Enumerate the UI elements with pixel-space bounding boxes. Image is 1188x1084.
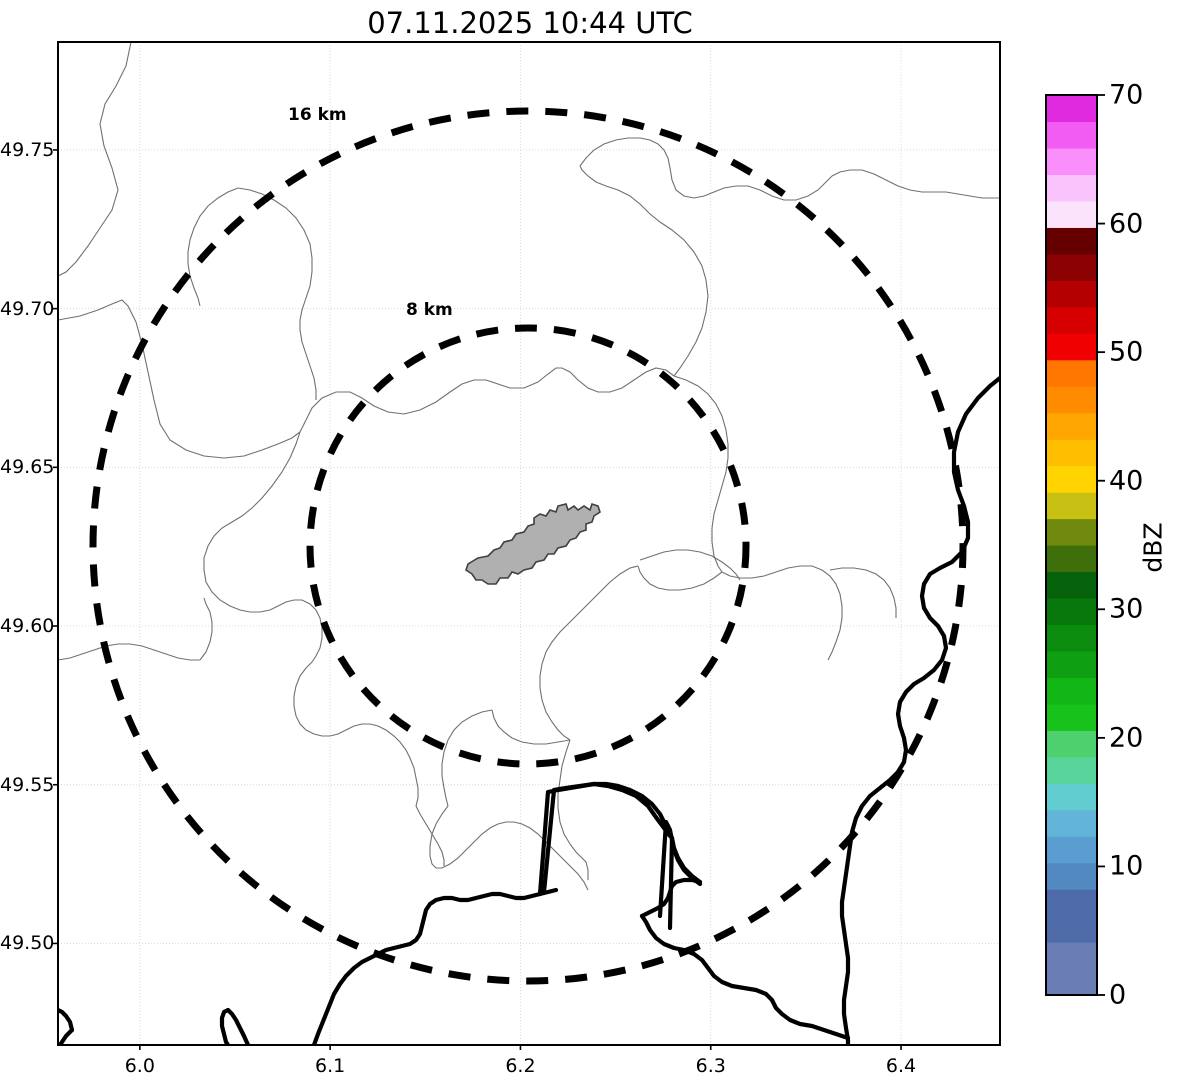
- y-tick-label: 49.70: [0, 297, 55, 320]
- range-ring-8km: [306, 324, 750, 768]
- city-polygon: [465, 502, 601, 585]
- colorbar-band: [1046, 280, 1097, 308]
- range-rings: [89, 107, 967, 985]
- country-borders: [58, 375, 1000, 1045]
- colorbar-band: [1046, 518, 1097, 546]
- y-tick-label: 49.65: [0, 456, 55, 479]
- colorbar-band: [1046, 227, 1097, 255]
- colorbar-band: [1046, 650, 1097, 678]
- colorbar-tick-label: 0: [1109, 979, 1127, 1011]
- x-tick-label: 6.0: [124, 1055, 155, 1077]
- page-title: 07.11.2025 10:44 UTC: [367, 6, 693, 40]
- colorbar-outline: [1045, 94, 1098, 996]
- colorbar-band: [1046, 174, 1097, 202]
- range-ring-label-16km: 16 km: [288, 105, 347, 125]
- colorbar-band: [1046, 545, 1097, 573]
- plot-border: [57, 41, 1001, 1046]
- colorbar-band: [1046, 783, 1097, 811]
- x-tick-label: 6.4: [885, 1055, 917, 1077]
- y-tick-label: 49.75: [0, 138, 55, 161]
- colorbar-band: [1046, 677, 1097, 705]
- colorbar-band: [1046, 95, 1097, 123]
- colorbar-tick-label: 70: [1109, 79, 1144, 111]
- colorbar-band: [1046, 915, 1097, 943]
- range-ring-16km: [89, 107, 967, 985]
- colorbar-tick-label: 50: [1109, 336, 1144, 368]
- colorbar-tick-label: 10: [1109, 850, 1144, 882]
- colorbar-band: [1046, 253, 1097, 281]
- colorbar-band: [1046, 862, 1097, 890]
- colorbar-band: [1046, 200, 1097, 228]
- colorbar-band: [1046, 333, 1097, 361]
- colorbar-band: [1046, 121, 1097, 149]
- range-ring-label-8km: 8 km: [406, 300, 453, 320]
- colorbar-band: [1046, 439, 1097, 467]
- colorbar-band: [1046, 703, 1097, 731]
- colorbar-band: [1046, 386, 1097, 414]
- colorbar-band: [1046, 942, 1097, 970]
- colorbar-band: [1046, 412, 1097, 440]
- colorbar-band: [1046, 306, 1097, 334]
- x-tick-label: 6.2: [505, 1055, 536, 1077]
- colorbar-tick-label: 40: [1109, 465, 1144, 497]
- y-tick-label: 49.50: [0, 932, 55, 955]
- colorbar-band: [1046, 756, 1097, 784]
- colorbar-band: [1046, 492, 1097, 520]
- axis-ticks: [53, 149, 902, 1050]
- colorbar-band: [1046, 359, 1097, 387]
- y-tick-label: 49.55: [0, 773, 55, 796]
- colorbar: [1046, 95, 1097, 996]
- colorbar-axis-label: dBZ: [1138, 522, 1168, 573]
- y-tick-label: 49.60: [0, 615, 55, 638]
- colorbar-band: [1046, 809, 1097, 837]
- x-tick-label: 6.3: [695, 1055, 726, 1077]
- colorbar-band: [1046, 465, 1097, 493]
- colorbar-tick-label: 30: [1109, 593, 1144, 625]
- colorbar-tick-label: 60: [1109, 208, 1144, 240]
- colorbar-band: [1046, 147, 1097, 176]
- colorbar-ticks: [1097, 94, 1105, 996]
- colorbar-band: [1046, 889, 1097, 917]
- colorbar-band: [1046, 571, 1097, 599]
- colorbar-band: [1046, 968, 1097, 996]
- colorbar-band: [1046, 624, 1097, 652]
- colorbar-band: [1046, 836, 1097, 864]
- admin-boundaries: [58, 42, 1000, 891]
- x-tick-label: 6.1: [315, 1055, 346, 1077]
- colorbar-band: [1046, 597, 1097, 626]
- colorbar-band: [1046, 730, 1097, 758]
- colorbar-tick-label: 20: [1109, 722, 1144, 754]
